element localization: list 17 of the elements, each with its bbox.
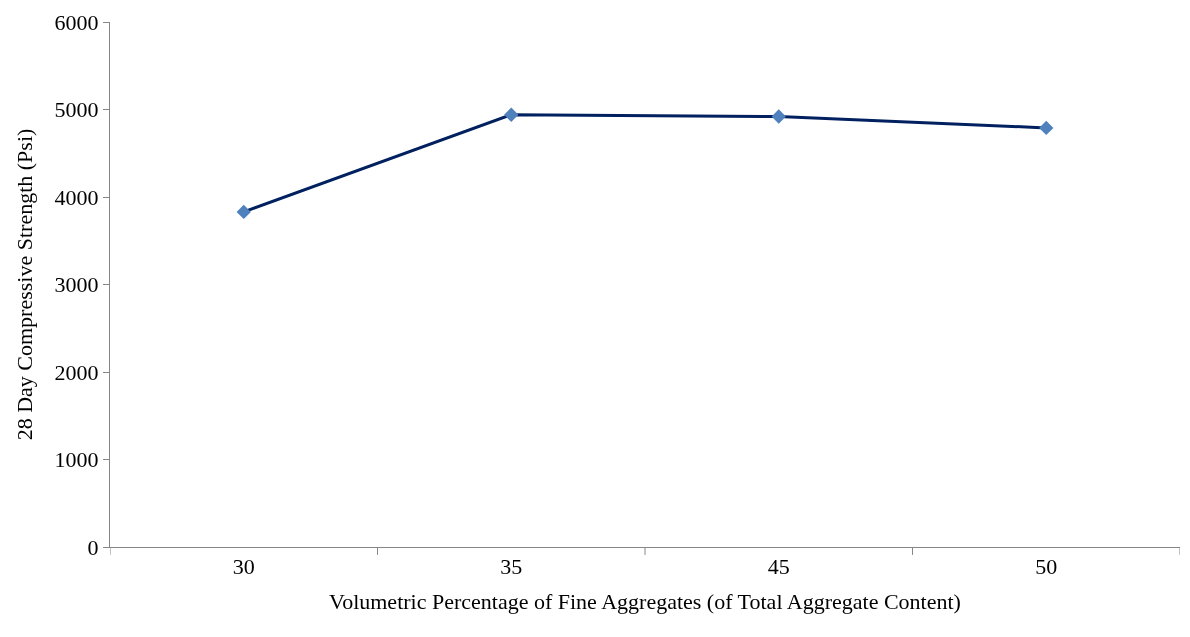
x-tick-label: 50: [1035, 554, 1058, 580]
point: [1039, 120, 1054, 136]
x-tick-label: 45: [767, 554, 790, 580]
point: [771, 109, 786, 124]
y-tick-label: 3000: [54, 272, 99, 298]
y-tick-label: 6000: [54, 9, 99, 35]
point: [504, 107, 519, 122]
y-tick-label: 4000: [54, 184, 99, 210]
y-tick-label: 5000: [54, 97, 99, 123]
y-tick-label: 1000: [54, 447, 99, 473]
x-axis-title: Volumetric Percentage of Fine Aggregates (of Total Aggregate Content): [329, 589, 961, 615]
x-tick-label: 30: [232, 554, 255, 580]
x-tick-label: 35: [500, 554, 523, 580]
y-tick-label: 0: [87, 534, 99, 560]
y-axis-title: 28 Day Compressive Strength (Psi): [12, 128, 38, 441]
y-tick-label: 2000: [54, 359, 99, 385]
point: [236, 204, 251, 220]
